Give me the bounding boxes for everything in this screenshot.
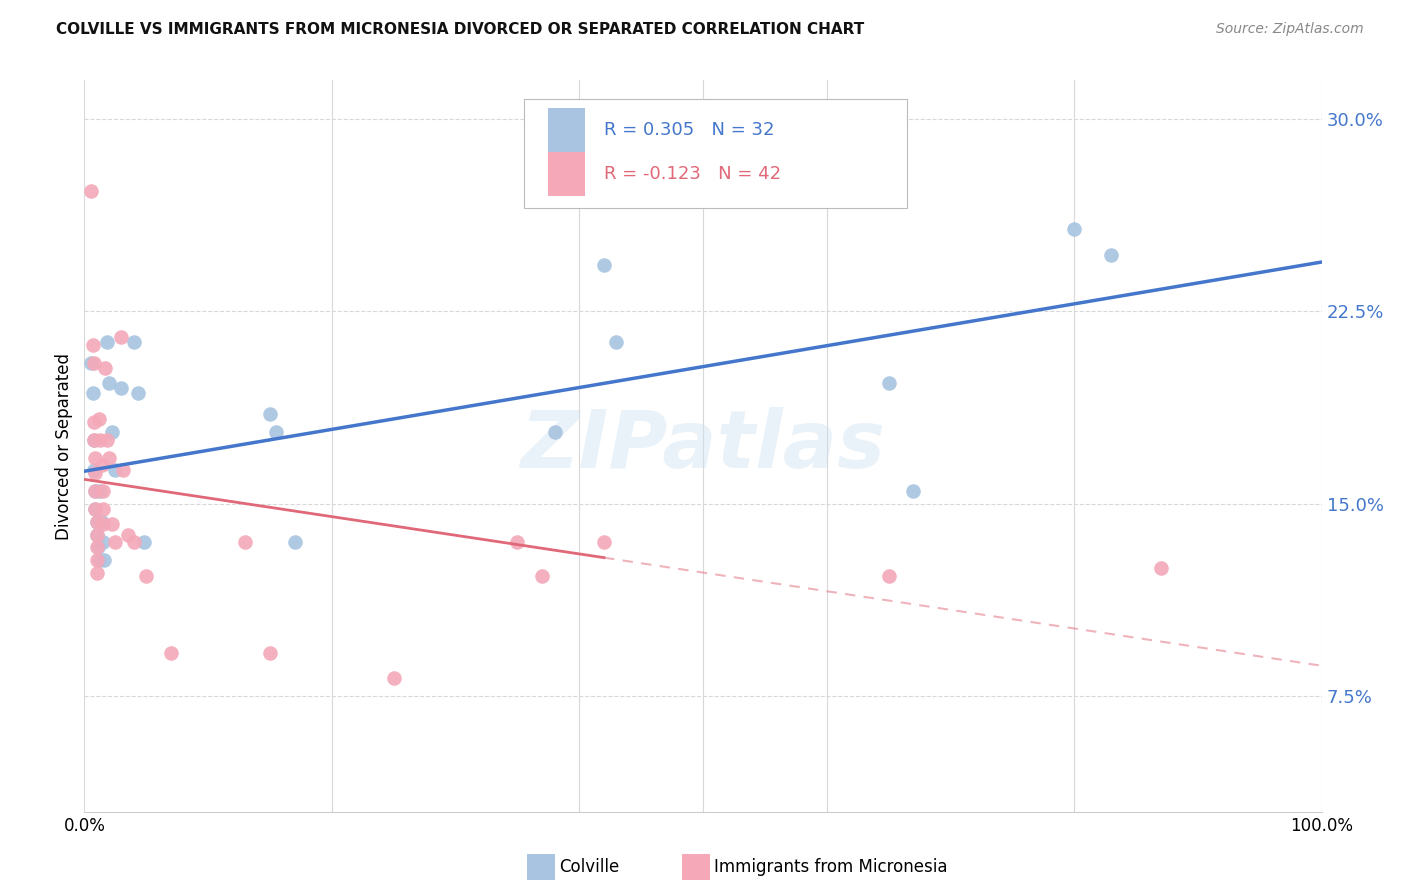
Point [91,517,114,532]
Point [84,483,107,498]
Point [877,376,900,391]
Point [259,646,281,660]
FancyBboxPatch shape [548,108,585,152]
Point [91,483,114,498]
Point [86,515,108,529]
Point [91,501,114,516]
Point [122,334,145,349]
Point [110,381,132,395]
Point [96,433,118,447]
Point [90,458,112,473]
Point [82,337,104,351]
Point [83,415,105,429]
Point [132,535,155,549]
Point [382,671,405,685]
Point [90,515,112,529]
Point [1099,248,1122,262]
Text: Immigrants from Micronesia: Immigrants from Micronesia [714,858,948,876]
Point [86,553,108,567]
Point [91,535,114,549]
Point [96,334,118,349]
Text: Source: ZipAtlas.com: Source: ZipAtlas.com [1216,22,1364,37]
Point [93,553,115,567]
Point [877,568,900,582]
Point [100,517,122,532]
Text: COLVILLE VS IMMIGRANTS FROM MICRONESIA DIVORCED OR SEPARATED CORRELATION CHART: COLVILLE VS IMMIGRANTS FROM MICRONESIA D… [56,22,865,37]
Point [98,450,121,465]
Point [83,433,105,447]
Point [127,386,149,401]
Point [531,568,554,582]
Point [506,535,529,549]
Text: Colville: Colville [560,858,620,876]
Point [84,466,107,480]
Point [264,425,287,439]
Point [284,535,307,549]
Point [83,463,105,477]
Point [86,541,108,555]
Point [1063,222,1085,236]
FancyBboxPatch shape [548,152,585,196]
Point [593,535,616,549]
Point [89,433,111,447]
Point [543,425,565,439]
Point [86,566,108,580]
Point [84,450,107,465]
Point [87,541,110,555]
Point [84,501,107,516]
Point [605,334,627,349]
Point [98,376,121,391]
Text: R = -0.123   N = 42: R = -0.123 N = 42 [605,165,782,183]
Point [903,483,925,498]
Point [1150,561,1173,575]
Point [111,463,134,477]
Point [84,501,107,516]
Point [86,527,108,541]
Point [100,425,122,439]
Y-axis label: Divorced or Separated: Divorced or Separated [55,352,73,540]
FancyBboxPatch shape [523,99,907,209]
Point [593,258,616,272]
Point [79,355,101,369]
Point [86,515,108,529]
Point [122,535,145,549]
Text: R = 0.305   N = 32: R = 0.305 N = 32 [605,121,775,139]
Point [233,535,256,549]
Point [259,407,281,421]
Point [160,646,183,660]
Point [89,553,111,567]
Point [79,184,101,198]
Point [84,483,107,498]
Text: ZIPatlas: ZIPatlas [520,407,886,485]
Point [94,360,117,375]
Point [135,568,157,582]
Point [89,412,111,426]
Point [89,483,111,498]
Point [117,527,139,541]
Point [104,463,127,477]
Point [83,433,105,447]
Point [82,386,104,401]
Point [86,527,108,541]
Point [104,535,127,549]
Point [110,330,132,344]
Point [83,355,105,369]
